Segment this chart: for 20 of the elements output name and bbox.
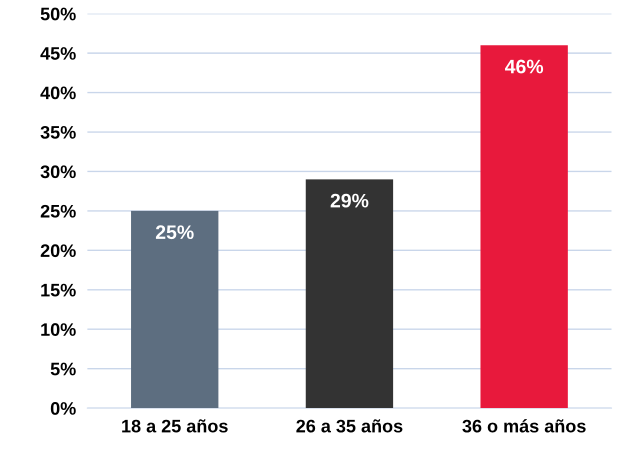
y-tick-label: 25% [40,204,76,218]
y-tick-label: 45% [40,47,76,60]
bar [480,45,568,408]
y-tick-label: 10% [41,323,76,336]
x-tick-label: 18 a 25 años [122,419,228,432]
data-label: 29% [330,194,368,208]
bar [131,210,218,408]
y-tick-label: 5% [50,362,76,376]
data-label: 25% [156,225,194,240]
y-tick-label: 40% [40,86,76,100]
y-tick-label: 20% [40,244,76,258]
data-label: 46% [504,60,544,74]
y-tick-label: 0% [50,402,76,415]
x-tick-label: 36 o más años [462,419,586,433]
y-tick-label: 15% [41,284,76,297]
x-tick-label: 26 a 35 años [296,419,402,433]
y-tick-label: 35% [40,126,76,139]
y-tick-label: 30% [40,165,76,178]
bar [306,179,394,408]
y-tick-label: 50% [40,8,76,20]
